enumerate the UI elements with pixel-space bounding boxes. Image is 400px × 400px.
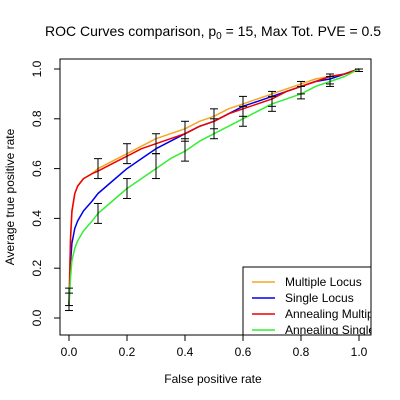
series-line-2	[68, 68, 360, 306]
x-tick-label-2: 0.4	[177, 345, 194, 359]
legend-label-0: Multiple Locus	[285, 275, 362, 289]
legend-label-1: Single Locus	[285, 291, 354, 305]
chart-title-subscript: 0	[216, 31, 222, 42]
x-axis-label: False positive rate	[164, 372, 262, 386]
y-axis-label: Average true positive rate	[3, 128, 17, 265]
y-tick-label-3: 0.6	[30, 160, 44, 177]
x-axis: 0.0 0.2 0.4 0.6 0.8 1.0	[61, 335, 368, 359]
y-tick-label-4: 0.8	[30, 110, 44, 127]
legend-entries: Multiple Locus Single Locus Annealing Mult…	[252, 275, 400, 337]
chart-title-main: ROC Curves comparison, p	[45, 23, 216, 39]
legend-box	[242, 266, 372, 336]
y-tick-label-1: 0.2	[30, 260, 44, 277]
legend-label-3: Annealing Single Locus	[285, 323, 400, 337]
legend: Multiple Locus Single Locus Annealing Mult…	[242, 266, 400, 337]
y-tick-label-5: 1.0	[30, 60, 44, 77]
x-tick-label-0: 0.0	[61, 345, 78, 359]
legend-label-2: Annealing Multiple Locus	[285, 307, 400, 321]
error-bar-layer	[65, 68, 363, 312]
chart-title: ROC Curves comparison, p0 = 15, Max Tot.…	[45, 23, 381, 42]
series-line-3	[68, 68, 360, 306]
x-tick-label-3: 0.6	[235, 345, 252, 359]
chart-title-rest: = 15, Max Tot. PVE = 0.5	[222, 23, 381, 39]
y-tick-label-2: 0.4	[30, 210, 44, 227]
x-tick-label-1: 0.2	[119, 345, 136, 359]
plot-frame	[59, 58, 372, 336]
x-tick-label-4: 0.8	[293, 345, 310, 359]
x-tick-label-5: 1.0	[351, 345, 368, 359]
series-layer	[68, 68, 360, 306]
y-tick-label-0: 0.0	[30, 309, 44, 326]
y-axis: 0.0 0.2 0.4 0.6 0.8 1.0	[30, 60, 60, 326]
